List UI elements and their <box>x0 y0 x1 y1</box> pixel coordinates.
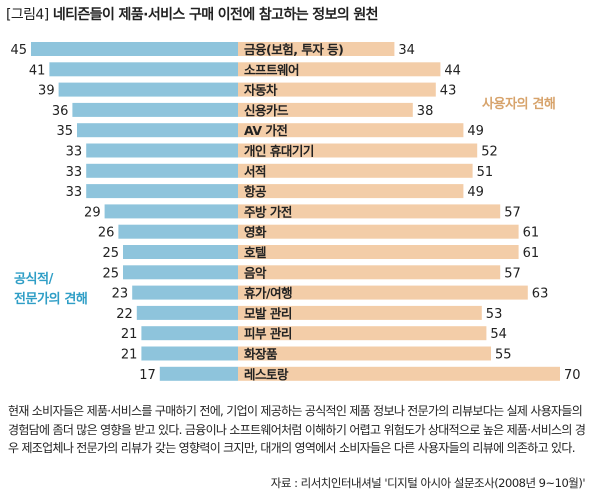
category-label: 소프트웨어 <box>244 62 299 77</box>
bar-user <box>238 204 501 219</box>
bar-user <box>238 184 464 199</box>
value-label-user: 51 <box>477 165 494 180</box>
value-label-expert: 35 <box>56 124 73 139</box>
bar-user <box>238 245 519 259</box>
value-label-user: 52 <box>481 145 498 160</box>
bar-expert <box>132 285 238 300</box>
value-label-user: 34 <box>398 43 415 58</box>
bar-expert <box>141 326 238 341</box>
legend-expert-line2: 전문가의 견해 <box>14 292 88 307</box>
category-label: 레스토랑 <box>244 367 289 382</box>
category-label: 음악 <box>244 265 267 280</box>
category-label: 피부 관리 <box>244 326 292 341</box>
bar-user <box>238 285 528 300</box>
category-label: 항공 <box>244 184 267 199</box>
value-label-user: 61 <box>523 226 540 241</box>
category-label: 화장품 <box>244 347 278 362</box>
category-label: 서적 <box>244 164 266 179</box>
value-label-user: 43 <box>440 84 457 99</box>
bar-expert <box>118 224 238 239</box>
value-label-expert: 21 <box>121 348 138 363</box>
legend-user: 사용자의 견해 <box>482 97 556 112</box>
category-label: 호텔 <box>244 245 266 260</box>
category-label: 주방 가전 <box>244 204 292 219</box>
title-text: 네티즌들이 제품·서비스 구매 이전에 참고하는 정보의 원천 <box>52 7 379 23</box>
category-label: AV 가전 <box>244 123 287 138</box>
value-label-expert: 45 <box>10 43 27 58</box>
bar-user <box>238 82 436 97</box>
bar-user <box>238 265 501 280</box>
category-label: 금융(보험, 투자 등) <box>244 42 343 57</box>
bar-expert <box>104 204 238 219</box>
bar-expert <box>159 366 238 381</box>
value-label-expert: 29 <box>84 205 101 220</box>
value-label-expert: 33 <box>66 185 83 200</box>
value-label-user: 57 <box>504 266 521 281</box>
value-label-user: 49 <box>467 185 484 200</box>
bar-user <box>238 224 519 239</box>
category-label: 모발 관리 <box>244 306 292 321</box>
source-note: 자료 : 리서치인터내셔널 '디지털 아시아 설문조사(2008년 9~10월)… <box>270 476 586 490</box>
bar-expert <box>72 102 239 117</box>
value-label-expert: 33 <box>66 145 83 160</box>
value-label-user: 53 <box>486 307 503 322</box>
value-label-expert: 36 <box>52 104 69 119</box>
bar-expert <box>123 265 238 280</box>
bar-expert <box>49 62 239 77</box>
bar-user <box>238 123 464 138</box>
value-label-expert: 39 <box>38 84 55 99</box>
bar-expert <box>58 82 238 97</box>
bar-expert <box>136 305 238 320</box>
bar-expert <box>86 184 238 199</box>
category-label: 자동차 <box>244 83 278 98</box>
bar-chart: 45 금융(보험, 투자 등) 34 41 소프트웨어 44 39 자동차 43 36 신용카드 38… <box>10 42 581 383</box>
description-text: 현재 소비자들은 제품·서비스를 구매하기 전에, 기업이 제공하는 공식적인 … <box>8 404 586 455</box>
value-label-expert: 17 <box>139 368 156 383</box>
bar-user <box>238 102 413 117</box>
value-label-expert: 21 <box>121 327 138 342</box>
bar-expert <box>31 42 238 56</box>
value-label-expert: 26 <box>98 226 115 241</box>
category-label: 영화 <box>244 225 267 240</box>
value-label-expert: 23 <box>112 287 129 302</box>
bar-user <box>238 62 441 77</box>
value-label-user: 61 <box>523 246 540 261</box>
legend-expert: 공식적/ 전문가의 견해 <box>14 270 88 310</box>
bar-expert <box>77 123 238 138</box>
bar-expert <box>86 143 238 158</box>
bar-user <box>238 163 473 178</box>
bar-user <box>238 305 482 320</box>
value-label-user: 57 <box>504 205 521 220</box>
value-label-user: 44 <box>444 63 461 78</box>
category-label: 신용카드 <box>244 103 289 118</box>
bar-expert <box>86 163 238 178</box>
bar-expert <box>141 346 238 361</box>
value-label-expert: 25 <box>102 246 119 261</box>
category-label: 개인 휴대기기 <box>244 144 314 159</box>
value-label-user: 70 <box>564 368 581 383</box>
value-label-expert: 33 <box>66 165 83 180</box>
bar-user <box>238 366 560 381</box>
chart-title: [그림4] 네티즌들이 제품·서비스 구매 이전에 참고하는 정보의 원천 <box>6 4 379 24</box>
figure-tag: [그림4] <box>6 7 49 23</box>
value-label-user: 49 <box>467 124 484 139</box>
bar-user <box>238 326 487 341</box>
value-label-user: 55 <box>495 348 512 363</box>
value-label-expert: 22 <box>116 307 133 322</box>
category-label: 휴가/여행 <box>244 286 292 301</box>
bar-user <box>238 42 395 56</box>
value-label-expert: 25 <box>102 266 119 281</box>
bar-user <box>238 346 491 361</box>
value-label-expert: 41 <box>29 63 46 78</box>
bar-user <box>238 143 478 158</box>
value-label-user: 38 <box>417 104 434 119</box>
legend-expert-line1: 공식적/ <box>14 272 54 287</box>
value-label-user: 63 <box>532 287 549 302</box>
bar-expert <box>123 245 238 259</box>
value-label-user: 54 <box>490 327 507 342</box>
